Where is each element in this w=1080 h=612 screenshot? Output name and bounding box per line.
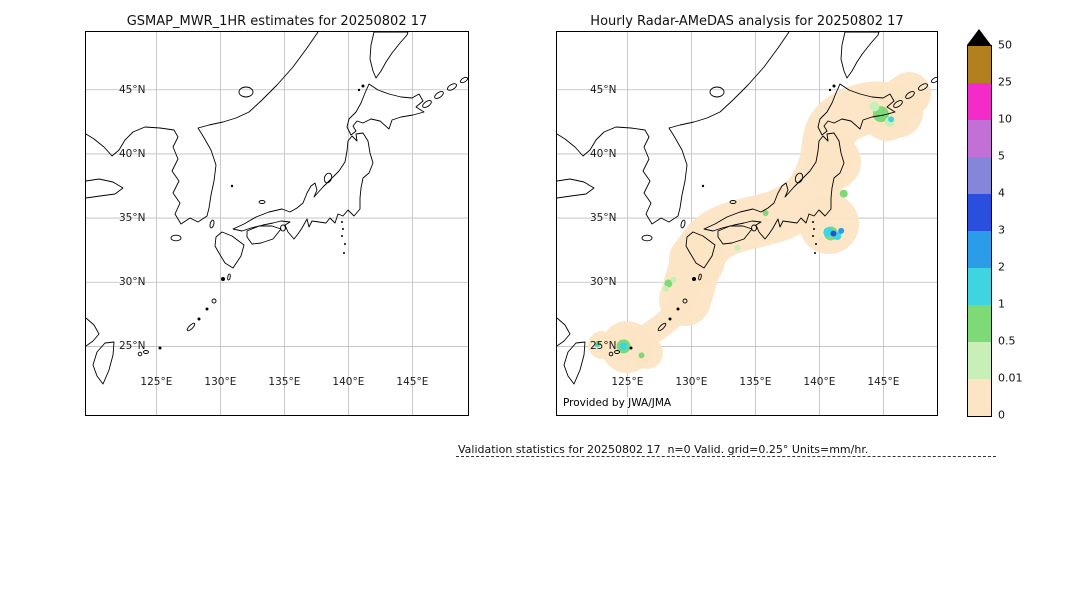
validation-statistics-text: Validation statistics for 20250802 17 n=… bbox=[458, 443, 869, 456]
graticule bbox=[86, 32, 468, 415]
dashed-separator bbox=[456, 456, 996, 457]
lon-tick-label: 140°E bbox=[803, 376, 836, 388]
lat-tick-label: 45°N bbox=[119, 83, 146, 96]
lon-tick-label: 145°E bbox=[396, 376, 429, 388]
precip-cell bbox=[664, 279, 673, 288]
colorbar-segment bbox=[968, 83, 991, 120]
colorbar-tick-label: 3 bbox=[998, 223, 1005, 237]
colorbar-tick-label: 25 bbox=[998, 75, 1012, 89]
lat-tick-label: 25°N bbox=[590, 340, 617, 353]
right-panel-title: Hourly Radar-AMeDAS analysis for 2025080… bbox=[590, 14, 904, 29]
precip-cell bbox=[838, 227, 845, 234]
lon-tick-label: 145°E bbox=[867, 376, 900, 388]
gsmap-map-panel: 125°E 130°E 135°E 140°E 145°E 45°N 40°N 35°N 30°… bbox=[85, 31, 469, 416]
lon-tick-label: 130°E bbox=[675, 376, 708, 388]
lat-tick-label: 30°N bbox=[119, 276, 146, 289]
colorbar-tick-label: 0.01 bbox=[998, 371, 1023, 385]
precipitation-cells bbox=[594, 101, 895, 359]
colorbar-segment bbox=[968, 342, 991, 379]
lon-tick-label: 140°E bbox=[332, 376, 365, 388]
colorbar-segment bbox=[968, 231, 991, 268]
colorbar-tick-label: 10 bbox=[998, 112, 1012, 126]
radar-coverage-shading bbox=[588, 72, 931, 373]
lon-tick-label: 135°E bbox=[268, 376, 301, 388]
precip-cell bbox=[830, 230, 837, 237]
colorbar-segment bbox=[968, 120, 991, 157]
colorbar-segment bbox=[968, 305, 991, 342]
data-credit: Provided by JWA/JMA bbox=[561, 397, 674, 409]
lon-tick-label: 125°E bbox=[140, 376, 173, 388]
colorbar-segment bbox=[968, 157, 991, 194]
lat-tick-label: 40°N bbox=[590, 147, 617, 160]
colorbar-tick-label: 0.5 bbox=[998, 334, 1016, 348]
colorbar: 50 25 10 5 4 3 2 1 0.5 0.01 0 bbox=[967, 29, 1027, 422]
precip-cell bbox=[869, 101, 880, 112]
colorbar-segment bbox=[968, 379, 991, 416]
radar-amedas-map-panel: Provided by JWA/JMA 125°E 130°E 135°E 140°E… bbox=[556, 31, 938, 416]
lon-tick-label: 130°E bbox=[204, 376, 237, 388]
lon-tick-label: 125°E bbox=[611, 376, 644, 388]
colorbar-tick-label: 2 bbox=[998, 260, 1005, 274]
lon-tick-label: 135°E bbox=[739, 376, 772, 388]
precip-cell bbox=[638, 352, 645, 359]
colorbar-segment bbox=[968, 194, 991, 231]
lat-tick-label: 30°N bbox=[590, 276, 617, 289]
precip-cell bbox=[662, 285, 669, 292]
colorbar-tick-label: 50 bbox=[998, 38, 1012, 52]
gsmap-map-svg bbox=[86, 32, 468, 415]
left-panel-title: GSMAP_MWR_1HR estimates for 20250802 17 bbox=[126, 14, 428, 29]
precip-cell bbox=[619, 342, 628, 351]
colorbar-overflow-triangle bbox=[967, 29, 991, 45]
lat-tick-label: 35°N bbox=[119, 212, 146, 225]
precip-cell bbox=[762, 209, 769, 216]
colorbar-segment bbox=[968, 268, 991, 305]
colorbar-tick-label: 5 bbox=[998, 149, 1005, 163]
radar-map-svg bbox=[557, 32, 937, 415]
lat-tick-label: 40°N bbox=[119, 147, 146, 160]
lat-tick-label: 35°N bbox=[590, 212, 617, 225]
colorbar-tick-label: 1 bbox=[998, 297, 1005, 311]
colorbar-tick-label: 0 bbox=[998, 408, 1005, 422]
colorbar-segment bbox=[968, 46, 991, 83]
colorbar-segments bbox=[967, 45, 992, 417]
lat-tick-label: 45°N bbox=[590, 83, 617, 96]
lat-tick-label: 25°N bbox=[119, 340, 146, 353]
precip-cell bbox=[839, 189, 848, 198]
precip-cell bbox=[594, 343, 599, 348]
precip-cell bbox=[734, 244, 741, 251]
precip-cell bbox=[888, 116, 895, 123]
colorbar-tick-label: 4 bbox=[998, 186, 1005, 200]
precip-cell bbox=[670, 276, 677, 283]
